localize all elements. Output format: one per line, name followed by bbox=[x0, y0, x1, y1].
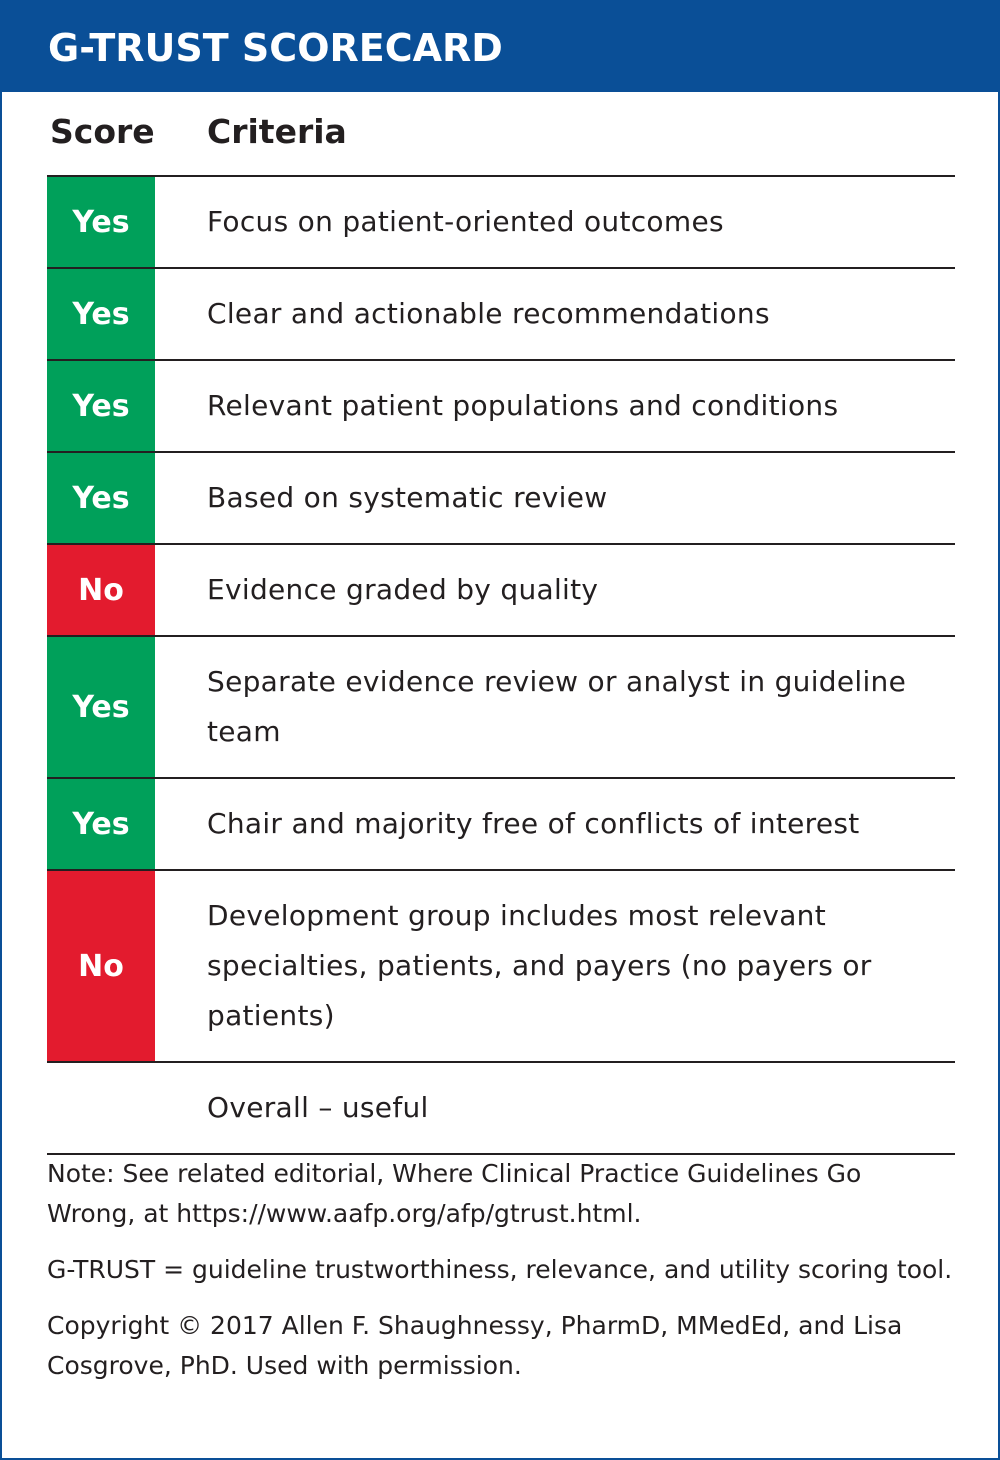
table-row: Yes Focus on patient-oriented outcomes bbox=[47, 177, 955, 269]
note: Note: See related editorial, Where Clini… bbox=[47, 1159, 862, 1228]
score-cell: Yes bbox=[47, 269, 155, 359]
overall-cell: Overall – useful bbox=[207, 1091, 429, 1124]
column-headers: Score Criteria bbox=[47, 110, 955, 175]
score-cell: Yes bbox=[47, 453, 155, 543]
column-header: Score bbox=[50, 112, 155, 151]
column-header: Criteria bbox=[207, 112, 347, 151]
criteria-cell: Evidence graded by quality bbox=[207, 573, 599, 606]
table-row: No Development group includes most releva… bbox=[47, 871, 955, 1063]
score-cell: Yes bbox=[47, 361, 155, 451]
score-cell bbox=[47, 1063, 155, 1153]
criteria-cell: Focus on patient-oriented outcomes bbox=[207, 205, 724, 238]
criteria-cell: Separate evidence review or analyst in g… bbox=[207, 665, 907, 748]
score-cell: Yes bbox=[47, 177, 155, 267]
note: Copyright © 2017 Allen F. Shaughnessy, P… bbox=[47, 1311, 903, 1380]
criteria-cell: Chair and majority free of conflicts of … bbox=[207, 807, 860, 840]
criteria-cell: Clear and actionable recommendations bbox=[207, 297, 770, 330]
table-row: Yes Separate evidence review or analyst i… bbox=[47, 637, 955, 779]
notes: Note: See related editorial, Where Clini… bbox=[47, 1154, 957, 1402]
score-cell: Yes bbox=[47, 637, 155, 777]
table-row: Yes Based on systematic review bbox=[47, 453, 955, 545]
table-row: Yes Clear and actionable recommendations bbox=[47, 269, 955, 361]
title: G-TRUST SCORECARD bbox=[2, 2, 998, 92]
criteria-cell: Relevant patient populations and conditi… bbox=[207, 389, 839, 422]
score-cell: No bbox=[47, 871, 155, 1061]
overall-row: Overall – useful bbox=[47, 1063, 955, 1155]
criteria-cell: Development group includes most relevant… bbox=[207, 899, 872, 1032]
score-cell: No bbox=[47, 545, 155, 635]
table-row: No Evidence graded by quality bbox=[47, 545, 955, 637]
criteria-cell: Based on systematic review bbox=[207, 481, 608, 514]
note: G-TRUST = guideline trustworthiness, rel… bbox=[47, 1255, 953, 1284]
table-row: Yes Relevant patient populations and cond… bbox=[47, 361, 955, 453]
table: Yes Focus on patient-oriented outcomes Yes… bbox=[47, 175, 955, 1155]
score-cell: Yes bbox=[47, 779, 155, 869]
table-row: Yes Chair and majority free of conflicts … bbox=[47, 779, 955, 871]
